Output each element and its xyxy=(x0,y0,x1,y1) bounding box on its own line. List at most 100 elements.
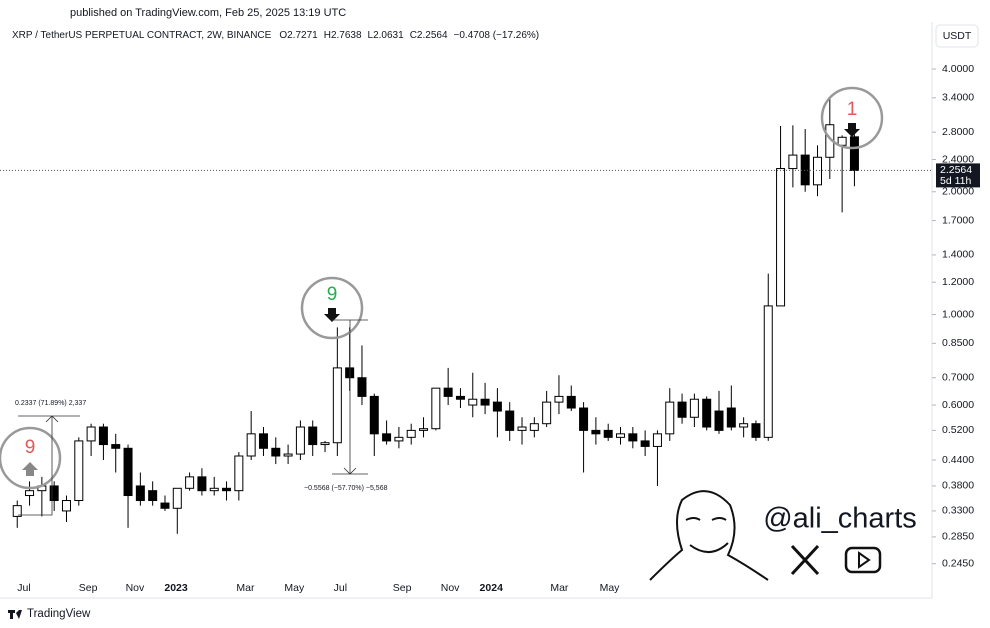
candle-body xyxy=(677,401,687,418)
signal-arrow xyxy=(22,462,38,476)
candle-body xyxy=(665,401,675,435)
candle-body xyxy=(554,395,564,403)
symbol-title: XRP / TetherUS PERPETUAL CONTRACT, 2W, B… xyxy=(12,30,272,41)
currency-box xyxy=(935,24,979,48)
x-tick-label: 2024 xyxy=(480,582,504,594)
signal-circle xyxy=(300,276,364,340)
x-tick-label: Nov xyxy=(441,582,460,594)
x-tick-label: Sep xyxy=(393,582,412,594)
y-tick-label: 0.8500 xyxy=(942,337,974,349)
candle-body xyxy=(652,433,662,447)
candle-body xyxy=(455,395,465,400)
y-tick-label: 0.4400 xyxy=(942,454,974,466)
candle-body xyxy=(714,410,724,431)
y-tick-label: 0.6000 xyxy=(942,399,974,411)
signal-count: 9 xyxy=(327,284,338,305)
candle-body xyxy=(295,426,305,455)
candle-body xyxy=(603,429,613,438)
signal-arrow xyxy=(844,123,860,137)
candle-body xyxy=(406,429,416,438)
legend: XRP / TetherUS PERPETUAL CONTRACT, 2W, B… xyxy=(12,30,539,41)
candle-body xyxy=(628,433,638,442)
candle-body xyxy=(61,500,71,512)
candle-body xyxy=(123,447,133,497)
candle-body xyxy=(135,485,145,502)
candle-body xyxy=(283,453,293,457)
candle-body xyxy=(222,487,232,492)
candle-body xyxy=(258,433,268,449)
x-tick-label: Jul xyxy=(17,582,30,594)
x-tick-label: Sep xyxy=(79,582,98,594)
candle-body xyxy=(357,377,367,397)
published-note: published on TradingView.com, Feb 25, 20… xyxy=(70,7,346,19)
candle-body xyxy=(529,423,539,431)
candle-body xyxy=(98,426,108,446)
candle-body xyxy=(308,426,318,446)
candle-body xyxy=(197,476,207,492)
candle-body xyxy=(246,433,256,457)
ohlc-value: 2.0631 xyxy=(373,30,404,41)
candle-body xyxy=(369,395,379,435)
y-tick-label: 0.3300 xyxy=(942,505,974,517)
ohlc-prefix: O xyxy=(279,30,287,41)
video-play xyxy=(858,551,871,569)
logo: TradingView xyxy=(8,608,91,620)
candle-body xyxy=(172,487,182,509)
signal-circle xyxy=(820,86,884,150)
x-tick-label: May xyxy=(600,582,621,594)
x-tick-label: Nov xyxy=(126,582,145,594)
candle-body xyxy=(492,401,502,412)
last-price-box xyxy=(936,163,980,188)
y-tick-label: 4.0000 xyxy=(942,63,974,75)
y-tick-label: 1.7000 xyxy=(942,214,974,226)
signal-circle xyxy=(0,426,62,490)
currency: USDT xyxy=(943,30,972,42)
candle-body xyxy=(394,436,404,442)
candle-body xyxy=(160,502,170,509)
candle-body xyxy=(702,398,712,428)
x-tick-label: Mar xyxy=(236,582,255,594)
countdown: 5d 11h xyxy=(940,175,971,187)
candle-body xyxy=(813,156,823,186)
candle-body xyxy=(640,440,650,447)
y-tick-label: 1.4000 xyxy=(942,249,974,261)
video-icon xyxy=(844,546,882,574)
candle-body xyxy=(849,136,859,171)
handle: @ali_charts xyxy=(763,503,917,535)
ohlc-prefix: C xyxy=(410,30,417,41)
y-tick-label: 1.2000 xyxy=(942,276,974,288)
candle-body xyxy=(751,423,761,438)
ohlc-value: 2.2564 xyxy=(417,30,448,41)
candle-body xyxy=(468,398,478,406)
ohlc-prefix: H xyxy=(324,30,331,41)
y-tick-label: 0.2850 xyxy=(942,531,974,543)
candle-body xyxy=(332,367,342,444)
change: −0.4708 (−17.26%) xyxy=(454,30,540,41)
candle-body xyxy=(591,429,601,435)
candle-body xyxy=(763,305,773,438)
x-tick-label: May xyxy=(284,582,305,594)
signal-count: 1 xyxy=(847,99,858,120)
candle-body xyxy=(616,433,626,438)
x-tick-label: Jul xyxy=(334,582,347,594)
candle-body xyxy=(480,398,490,406)
candle-body xyxy=(419,428,429,431)
candle-body xyxy=(579,407,589,431)
signal-arrow xyxy=(324,308,340,322)
candle-body xyxy=(234,455,244,492)
candle-body xyxy=(74,440,84,502)
candle-body xyxy=(382,433,392,442)
candle-body xyxy=(148,490,158,502)
y-tick-label: 0.7000 xyxy=(942,372,974,384)
candle-body xyxy=(726,407,736,428)
candle-body xyxy=(566,395,576,409)
measure-down xyxy=(332,319,368,475)
y-tick-label: 2.0000 xyxy=(942,186,974,198)
candle-body xyxy=(739,423,749,428)
x-tick-label: Mar xyxy=(550,582,569,594)
watermark: @ali_charts xyxy=(649,490,917,581)
candle-body xyxy=(776,168,786,307)
y-tick-label: 1.0000 xyxy=(942,308,974,320)
candle-body xyxy=(12,505,22,517)
